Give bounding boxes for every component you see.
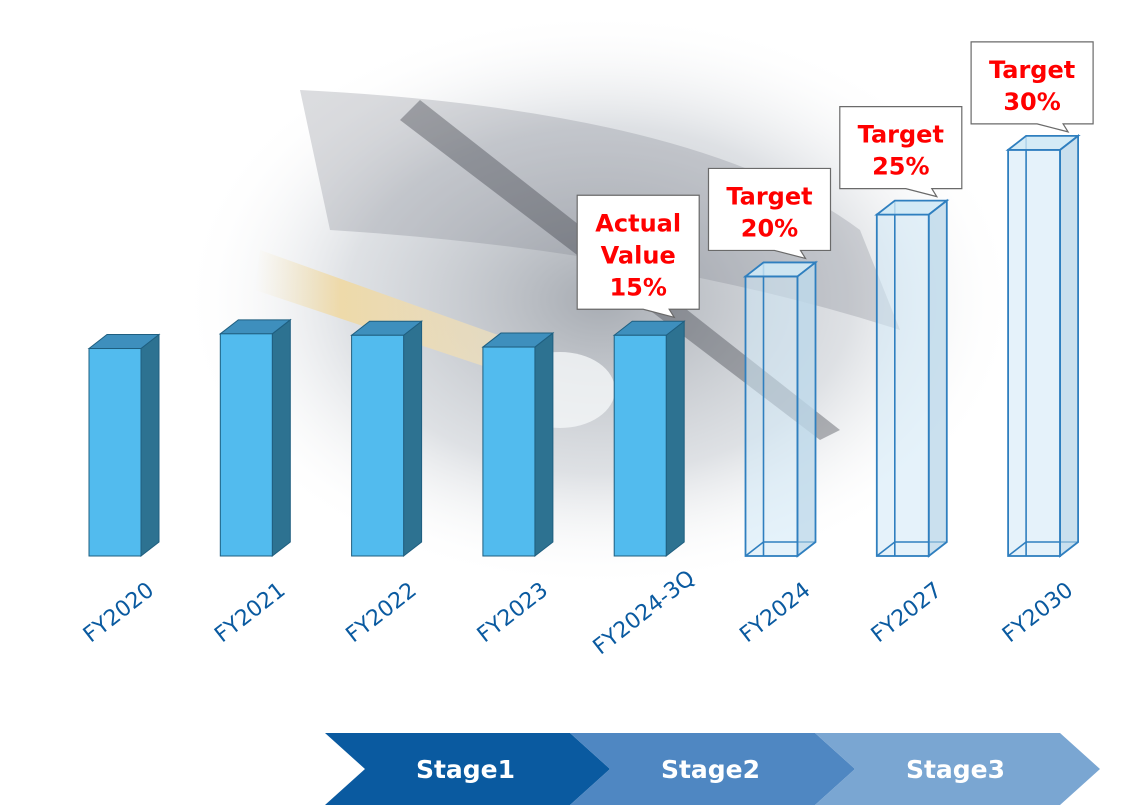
callout-text: 15% (609, 273, 666, 301)
callout-text: 20% (741, 214, 798, 242)
bar-front (482, 346, 536, 557)
stage-label: Stage2 (661, 755, 760, 784)
callout-text: 25% (872, 153, 929, 181)
stage-2-arrow: Stage2 (570, 733, 855, 805)
x-tick-label: FY2022 (342, 578, 422, 648)
bar-side (534, 332, 554, 558)
x-tick-label: FY2024 (735, 578, 815, 648)
bar-front (613, 334, 667, 557)
callout-fy2030: Target 30% (970, 41, 1094, 133)
callout-fy2024-3q: Actual Value 15% (576, 194, 700, 319)
x-tick-label: FY2021 (210, 578, 290, 648)
callout-text: Target (989, 56, 1075, 84)
bar-side (140, 333, 160, 558)
bar-side (796, 260, 817, 558)
stage-label: Stage1 (416, 755, 515, 784)
x-tick-label: FY2030 (998, 578, 1078, 648)
stage-label: Stage3 (906, 755, 1005, 784)
stage-3-arrow: Stage3 (815, 733, 1100, 805)
bar-front (219, 333, 273, 557)
bar-side (665, 320, 685, 558)
callout-text: Target (726, 182, 812, 210)
x-tick-label: FY2020 (79, 578, 159, 648)
stage-chevron (325, 733, 610, 805)
callout-box (839, 106, 963, 198)
stage-chevron (815, 733, 1100, 805)
bar-fy2024 (742, 260, 819, 558)
x-tick-label: FY2027 (867, 578, 947, 648)
bar-bottom-depth (745, 541, 764, 557)
bar-front (88, 348, 142, 557)
stage-chevron (570, 733, 855, 805)
stage-arrows: Stage1 Stage2 Stage3 (325, 733, 1100, 805)
callout-text: Actual (595, 209, 681, 237)
bar-fy2023 (481, 332, 555, 558)
bars-layer (87, 134, 1081, 558)
bar-fy2021 (218, 318, 292, 558)
bar-side (271, 318, 291, 558)
bar-side (1059, 134, 1079, 558)
x-tick-label: FY2023 (473, 578, 553, 648)
callout-text: 30% (1003, 88, 1060, 116)
stage-1-arrow: Stage1 (325, 733, 610, 805)
bar-fy2027 (874, 198, 950, 558)
bar-fy2022 (350, 320, 424, 558)
callout-box (707, 167, 832, 260)
bar-fy2020 (87, 333, 161, 558)
callout-text: Value (601, 241, 676, 269)
bar-side (403, 320, 423, 558)
bar-side (927, 198, 948, 558)
callouts-layer: Actual Value 15% Target 20% Target 25% Target 30… (576, 41, 1094, 319)
bar-fy2030 (1005, 134, 1081, 558)
callout-box (970, 41, 1094, 133)
bar-front (351, 334, 405, 557)
callout-text: Target (858, 121, 944, 149)
bar-bottom-depth (876, 541, 896, 557)
callout-fy2024: Target 20% (707, 167, 832, 260)
callout-box (576, 194, 700, 319)
callout-fy2027: Target 25% (839, 106, 963, 198)
bar-bottom-depth (1007, 541, 1027, 557)
bar-fy2024-3q (612, 320, 686, 558)
